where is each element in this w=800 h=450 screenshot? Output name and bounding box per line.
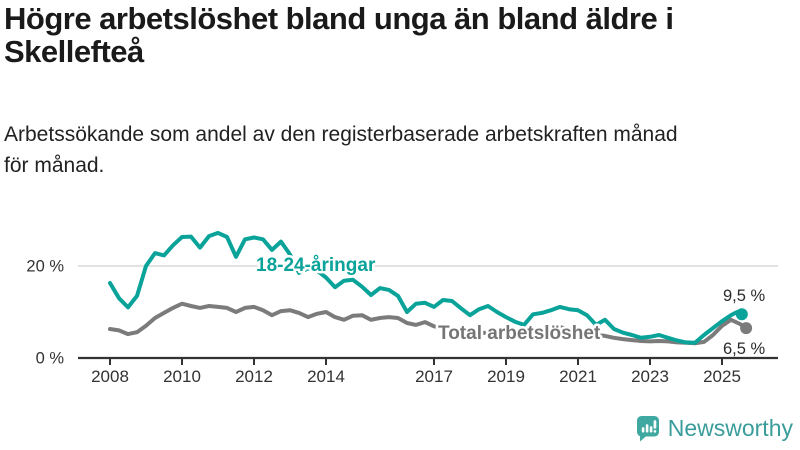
x-tick-label-2012: 2012 bbox=[235, 367, 273, 386]
page-title-line2: Skellefteå bbox=[4, 34, 144, 69]
x-tick-label-2019: 2019 bbox=[487, 367, 525, 386]
x-tick-label-2025: 2025 bbox=[703, 367, 741, 386]
chart-subtitle: Arbetssökande som andel av den registerb… bbox=[4, 119, 796, 181]
series-label-youth: 18-24-åringar bbox=[256, 255, 376, 276]
chart-subtitle-line2: för månad. bbox=[4, 154, 105, 177]
x-tick-label-2017: 2017 bbox=[415, 367, 453, 386]
chart-subtitle-line1: Arbetssökande som andel av den registerb… bbox=[4, 123, 678, 146]
end-dot-youth bbox=[735, 308, 748, 321]
y-tick-label-20: 20 % bbox=[26, 258, 64, 276]
x-tick-label-2021: 2021 bbox=[559, 367, 597, 386]
end-value-label-total: 6,5 % bbox=[723, 340, 766, 358]
end-dot-total bbox=[740, 322, 753, 335]
newsworthy-icon bbox=[636, 415, 659, 441]
x-tick-label-2014: 2014 bbox=[307, 367, 345, 386]
series-label-total: Total arbetslöshet bbox=[438, 323, 601, 344]
series-line-total bbox=[108, 301, 749, 346]
page-title: Högre arbetslöshet bland unga än bland ä… bbox=[4, 2, 796, 68]
newsworthy-logo: Newsworthy bbox=[636, 414, 793, 442]
series-line-youth bbox=[108, 230, 744, 345]
newsworthy-wordmark: Newsworthy bbox=[667, 414, 793, 441]
end-value-label-youth: 9,5 % bbox=[723, 287, 766, 305]
page-title-line1: Högre arbetslöshet bland unga än bland ä… bbox=[4, 1, 674, 36]
x-tick-label-2010: 2010 bbox=[163, 367, 201, 386]
x-tick-label-2008: 2008 bbox=[91, 367, 129, 386]
x-tick-label-2023: 2023 bbox=[631, 367, 669, 386]
y-tick-label-0: 0 % bbox=[36, 350, 65, 368]
